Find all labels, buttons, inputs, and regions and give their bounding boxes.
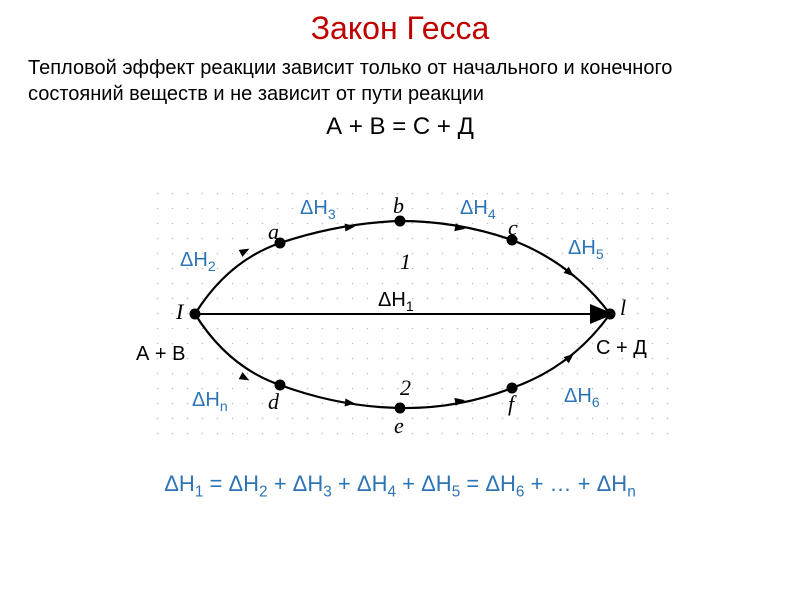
label-dH6: ΔH6 bbox=[564, 385, 600, 410]
label-nL: l bbox=[620, 295, 626, 321]
reaction-equation: А + В = С + Д bbox=[0, 107, 800, 141]
label-ne: e bbox=[394, 413, 404, 439]
label-dH4: ΔH4 bbox=[460, 197, 496, 222]
label-dH2: ΔH2 bbox=[180, 249, 216, 274]
label-dHn: ΔHn bbox=[192, 389, 228, 414]
label-p1: 1 bbox=[400, 249, 411, 275]
label-na: a bbox=[268, 219, 279, 245]
label-dH1: ΔH1 bbox=[378, 289, 414, 314]
label-nf: f bbox=[508, 391, 514, 417]
label-p2: 2 bbox=[400, 375, 411, 401]
label-dH5: ΔH5 bbox=[568, 237, 604, 262]
label-nb: b bbox=[393, 193, 404, 219]
label-AB: А + В bbox=[136, 343, 185, 366]
label-dH3: ΔH3 bbox=[300, 197, 336, 222]
definition-text: Тепловой эффект реакции зависит только о… bbox=[0, 47, 800, 107]
label-nI: I bbox=[176, 299, 183, 325]
label-CD: С + Д bbox=[596, 337, 647, 360]
label-nc: c bbox=[508, 215, 518, 241]
page-title: Закон Гесса bbox=[0, 0, 800, 47]
hess-diagram: ΔH2 ΔH3 ΔH4 ΔH5 ΔH1 ΔHn ΔH6 А + В С + Д Ia b c l d e f 1… bbox=[0, 141, 800, 461]
label-nd: d bbox=[268, 389, 279, 415]
footer-equation: ΔH1 = ΔH2 + ΔH3 + ΔH4 + ΔH5 = ΔH6 + … + … bbox=[0, 461, 800, 501]
